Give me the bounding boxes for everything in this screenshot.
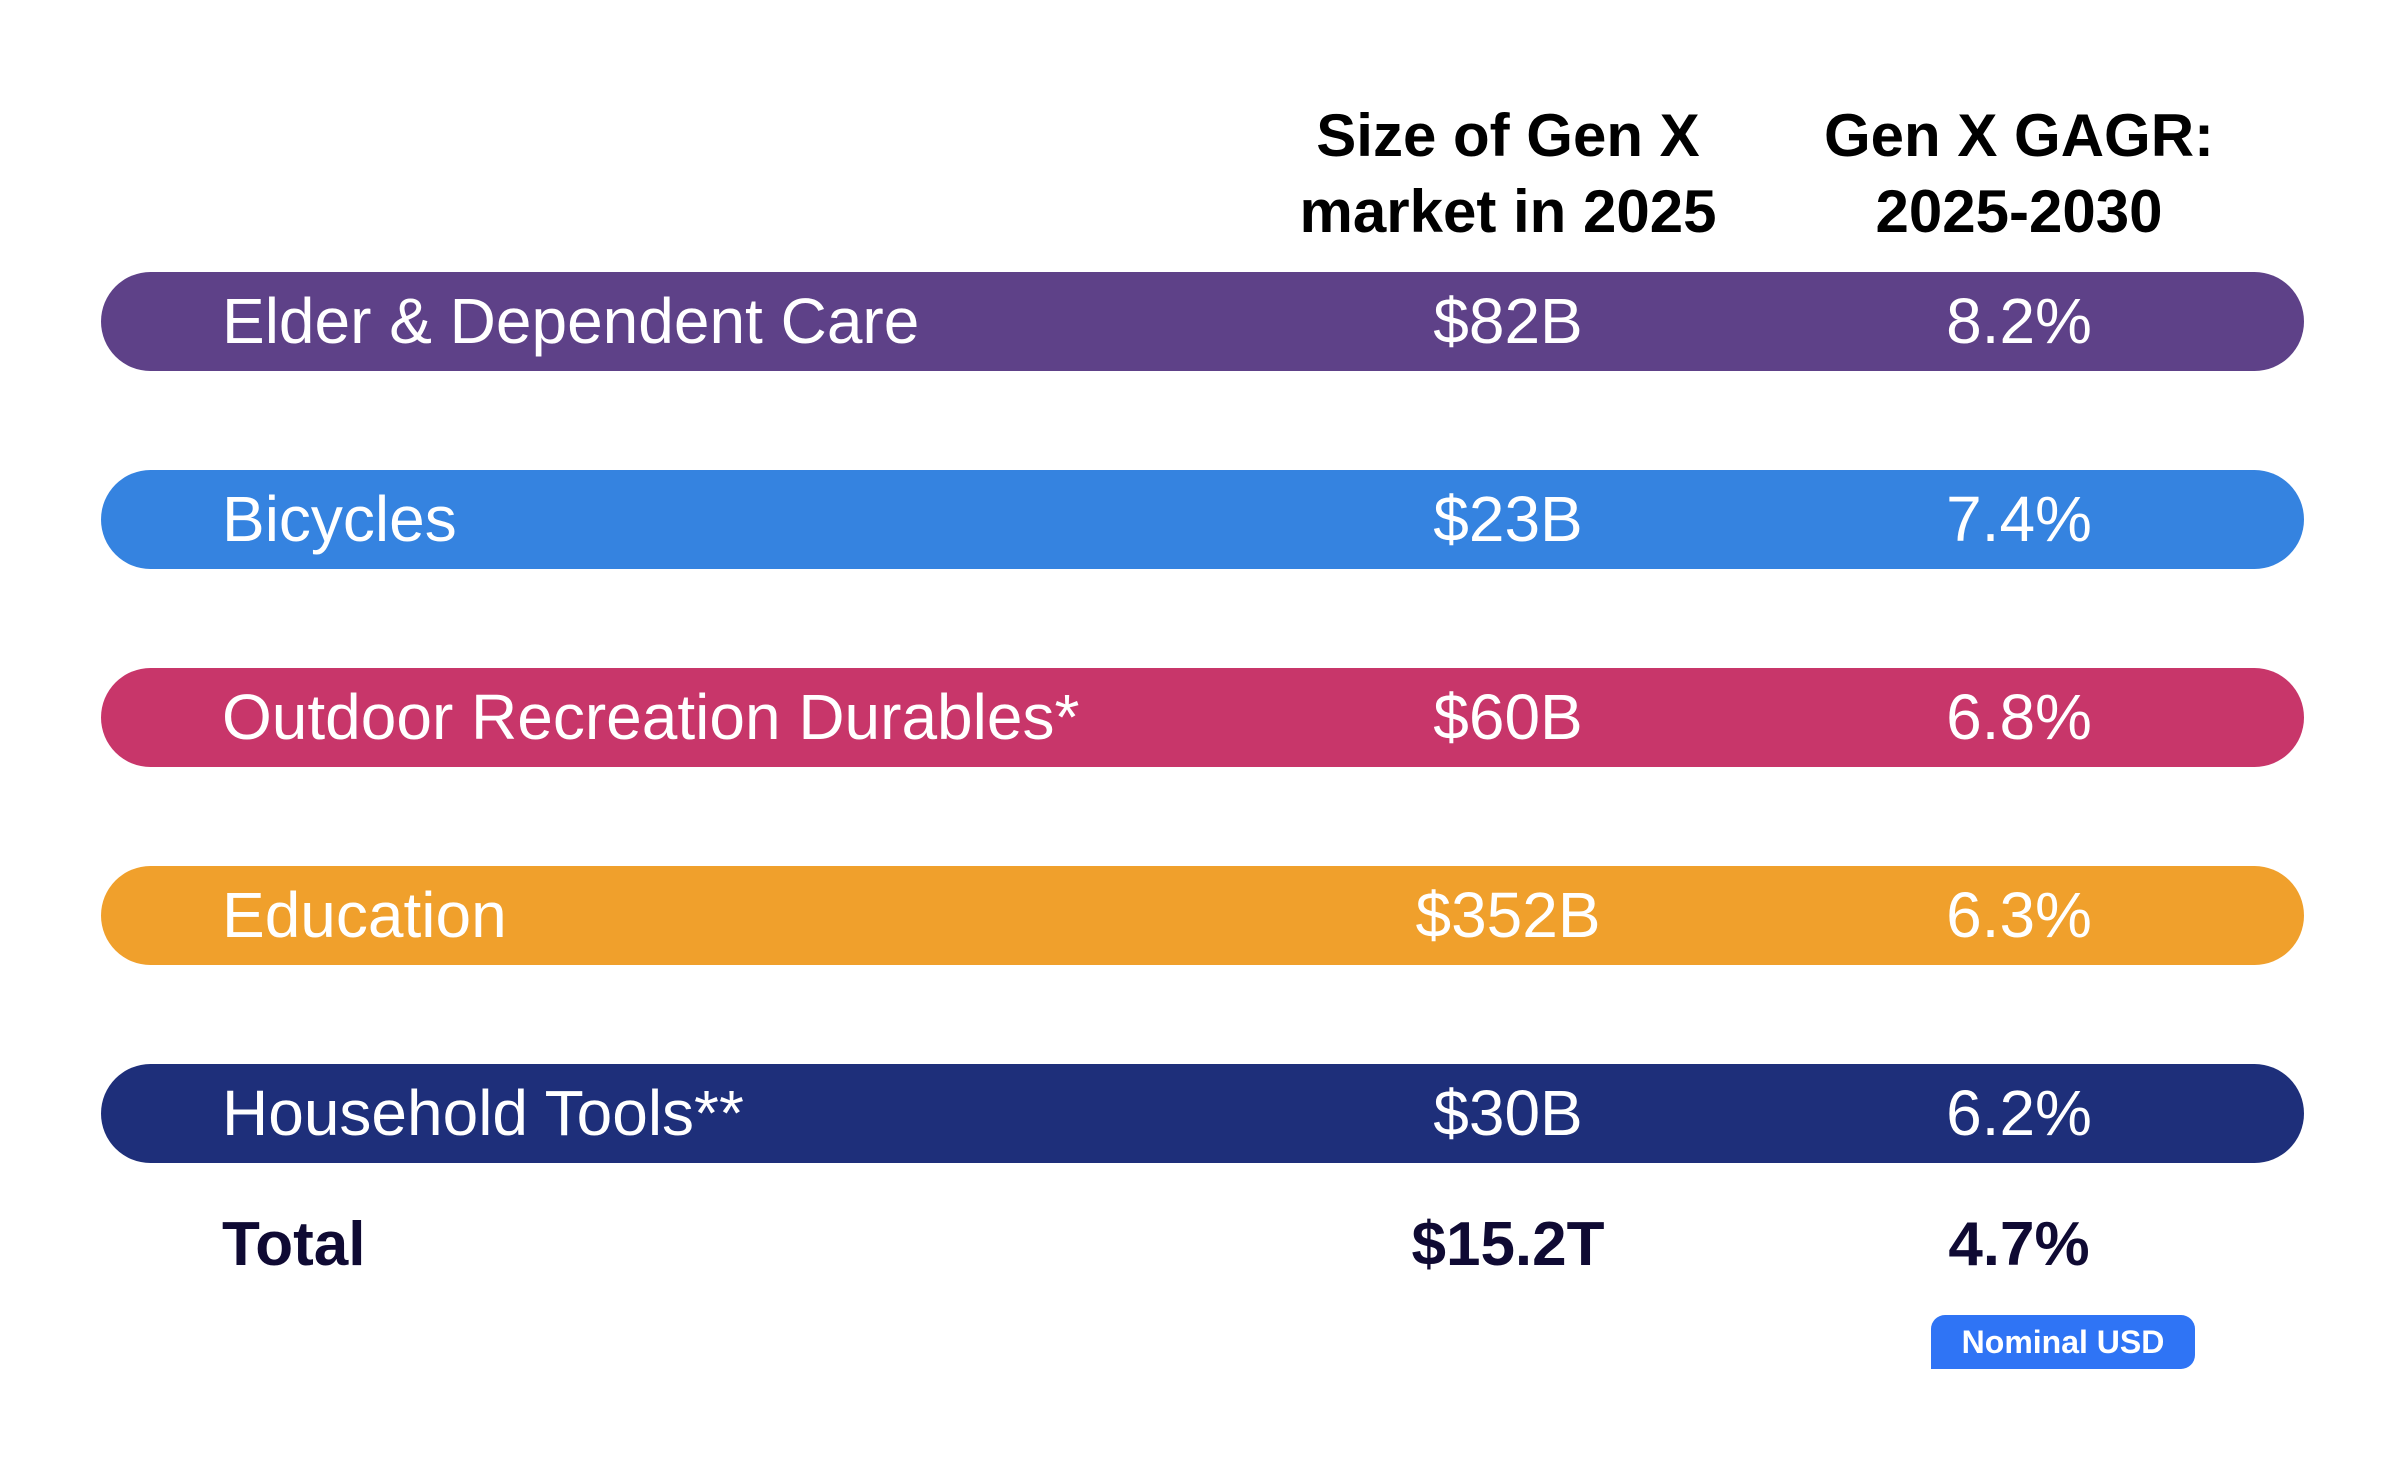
row-label: Elder & Dependent Care — [222, 285, 920, 357]
market-row: Outdoor Recreation Durables* $60B 6.8% — [101, 668, 2304, 767]
row-cagr: 6.2% — [1946, 1077, 2092, 1149]
row-size: $352B — [1415, 879, 1601, 951]
row-size: $82B — [1433, 285, 1583, 357]
row-label: Education — [222, 879, 507, 951]
row-size: $60B — [1433, 681, 1583, 753]
row-cagr: 6.8% — [1946, 681, 2092, 753]
total-label: Total — [222, 1210, 366, 1279]
row-size: $30B — [1433, 1077, 1583, 1149]
market-row: Elder & Dependent Care $82B 8.2% — [101, 272, 2304, 371]
market-row: Bicycles $23B 7.4% — [101, 470, 2304, 569]
total-size: $15.2T — [1411, 1210, 1605, 1279]
row-label: Household Tools** — [222, 1077, 744, 1149]
row-cagr: 7.4% — [1946, 483, 2092, 555]
row-cagr: 6.3% — [1946, 879, 2092, 951]
row-cagr: 8.2% — [1946, 285, 2092, 357]
row-size: $23B — [1433, 483, 1583, 555]
header-line: 2025-2030 — [1875, 178, 2163, 245]
column-header-market-size: Size of Gen X market in 2025 — [1248, 98, 1768, 250]
column-header-cagr: Gen X GAGR: 2025-2030 — [1759, 98, 2279, 250]
row-label: Bicycles — [222, 483, 457, 555]
row-label: Outdoor Recreation Durables* — [222, 681, 1080, 753]
market-row: Household Tools** $30B 6.2% — [101, 1064, 2304, 1163]
header-line: Gen X GAGR: — [1823, 102, 2215, 169]
total-cagr: 4.7% — [1948, 1210, 2090, 1279]
nominal-usd-badge: Nominal USD — [1931, 1315, 2195, 1369]
header-line: Size of Gen X — [1316, 102, 1700, 169]
header-line: market in 2025 — [1299, 178, 1717, 245]
market-row: Education $352B 6.3% — [101, 866, 2304, 965]
